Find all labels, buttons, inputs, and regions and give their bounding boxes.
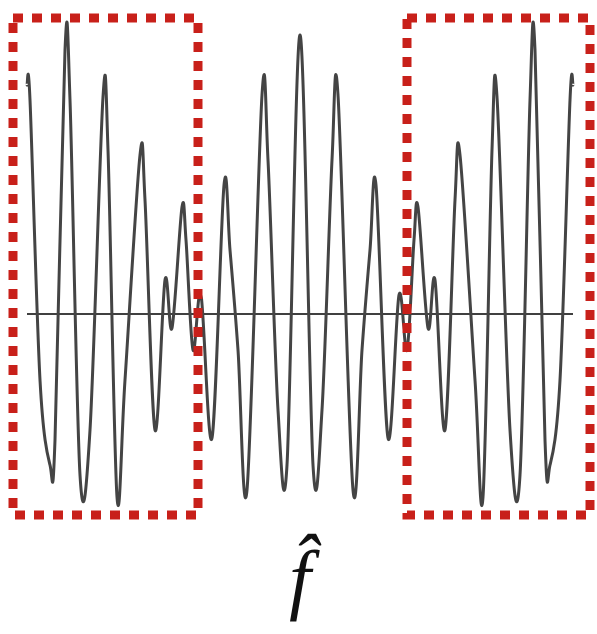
highlight-box-right bbox=[402, 13, 595, 520]
signal-label: f̂ bbox=[289, 534, 322, 622]
waveform bbox=[25, 20, 575, 508]
